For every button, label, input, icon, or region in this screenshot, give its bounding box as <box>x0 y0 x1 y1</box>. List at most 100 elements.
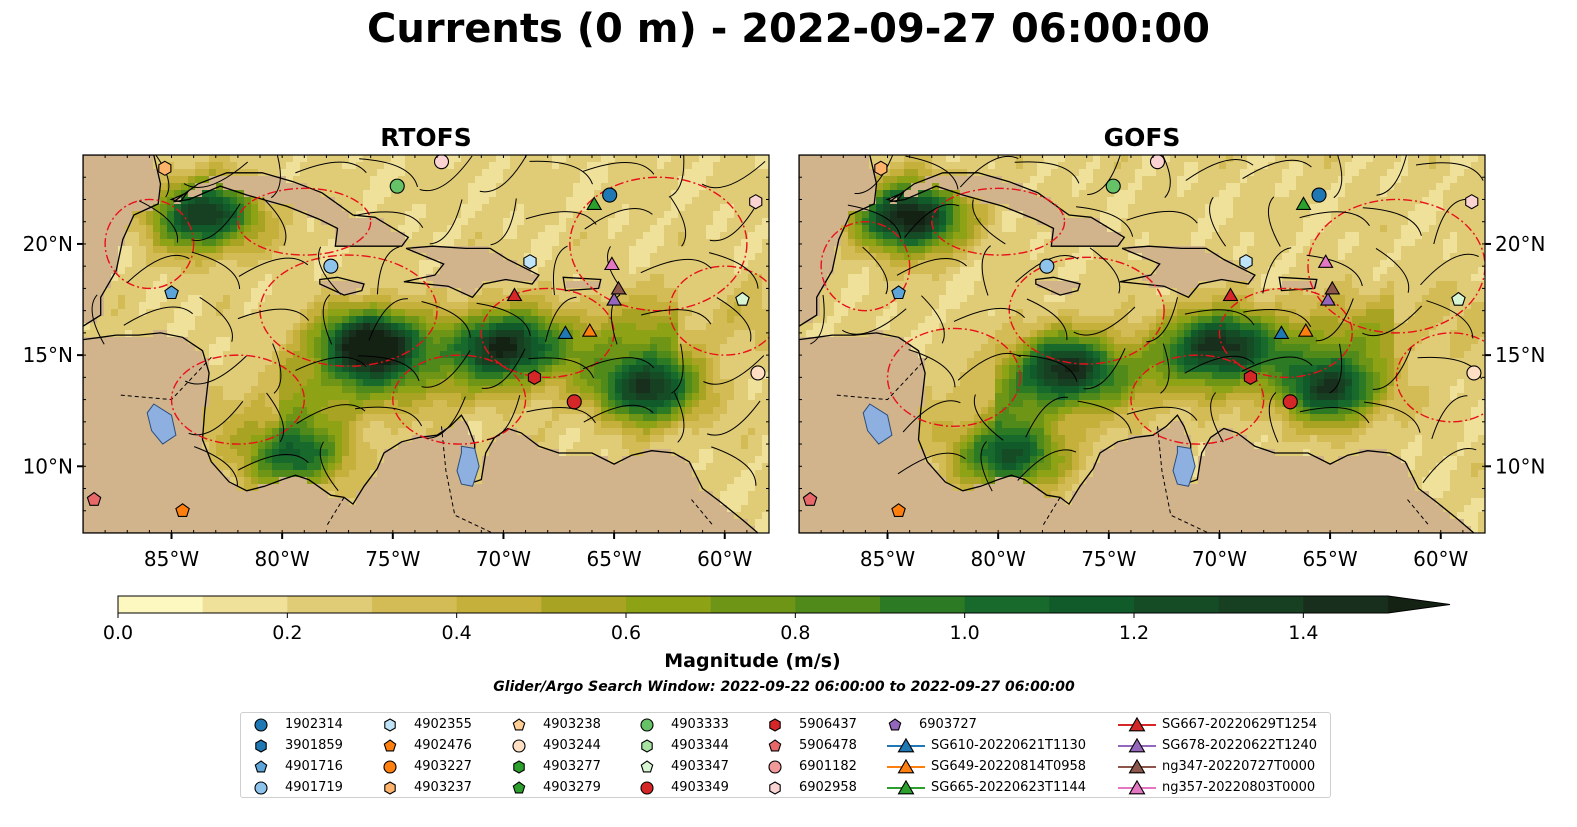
streamline <box>701 161 766 189</box>
streamline <box>1415 162 1484 181</box>
legend-marker <box>254 760 268 773</box>
streamline <box>322 294 333 345</box>
streamline <box>981 245 991 296</box>
streamline <box>1160 343 1170 394</box>
streamline <box>1241 356 1313 372</box>
legend-marker <box>384 781 396 795</box>
legend-label: 4902476 <box>414 738 472 753</box>
legend-marker <box>769 718 781 732</box>
legend-label: 4903237 <box>414 780 472 795</box>
platform-marker <box>606 291 623 306</box>
streamline <box>552 245 568 296</box>
legend-marker-icon <box>254 718 268 732</box>
legend-label: 3901859 <box>285 738 343 753</box>
streamline <box>1126 406 1198 421</box>
platform-marker <box>1239 254 1253 270</box>
legend-marker <box>897 737 915 753</box>
streamline <box>487 395 521 440</box>
coastline <box>83 332 759 533</box>
streamline <box>191 203 241 241</box>
legend-marker-icon <box>887 737 925 753</box>
legend-marker <box>512 739 526 753</box>
streamline <box>583 404 654 423</box>
platform-marker <box>1273 325 1290 339</box>
streamline <box>1210 392 1224 443</box>
lake <box>1172 445 1196 487</box>
streamline <box>1015 255 1079 283</box>
streamline <box>1375 247 1410 293</box>
streamline <box>426 396 466 439</box>
legend-label: 4901719 <box>285 780 343 795</box>
coastline <box>885 191 905 203</box>
streamline <box>1025 396 1069 438</box>
legend-marker <box>769 781 781 795</box>
gofs-eddy-contours <box>820 187 1485 445</box>
streamline <box>1376 155 1407 196</box>
coastline <box>173 172 410 247</box>
legend-label: 4903244 <box>543 738 601 753</box>
streamline <box>1184 309 1255 326</box>
streamline <box>188 400 244 436</box>
colorbar-tick-label: 0.8 <box>780 622 810 644</box>
legend-marker-icon <box>640 718 654 732</box>
platform-marker <box>1105 178 1121 194</box>
streamline <box>1372 347 1412 390</box>
legend-label: SG665-20220623T1144 <box>931 780 1087 795</box>
legend-marker-icon <box>640 781 654 795</box>
gofs-map-panel: 85°W 80°W 75°W 70°W 65°W 60°W 10°N 15°N 20°N GOF… <box>798 123 1545 571</box>
eddy-contour <box>104 198 195 290</box>
streamline <box>238 454 309 471</box>
legend-marker <box>255 739 267 753</box>
streamline <box>525 211 597 225</box>
rtofs-frame <box>82 154 770 534</box>
x-tick-label: 85°W <box>860 547 915 571</box>
eddy-contour <box>170 354 305 445</box>
platform-marker <box>527 369 542 386</box>
rtofs-eddy-contours <box>104 176 769 445</box>
platform-marker <box>610 280 627 295</box>
streamline <box>237 308 310 321</box>
streamline <box>155 155 170 198</box>
coastline <box>562 276 602 292</box>
streamline <box>1433 198 1466 245</box>
streamline <box>1083 348 1126 390</box>
x-tick-label: 80°W <box>255 547 310 571</box>
legend-marker <box>383 739 397 752</box>
colorbar-segment <box>287 596 373 613</box>
platform-marker <box>1149 155 1166 170</box>
legend-marker-icon <box>888 718 902 731</box>
platform-marker <box>891 285 906 300</box>
platform-marker <box>735 291 750 306</box>
legend-label: 5906437 <box>799 717 857 732</box>
streamline <box>908 349 956 388</box>
streamline <box>708 252 759 289</box>
legend-marker <box>1128 779 1146 795</box>
coastline <box>799 332 1475 533</box>
streamline <box>641 309 712 325</box>
streamline <box>1242 159 1312 180</box>
legend-marker-icon <box>640 760 654 773</box>
streamline <box>529 160 593 185</box>
legend-label: 4903333 <box>671 717 729 732</box>
platform-marker <box>86 491 102 506</box>
streamline <box>847 204 902 239</box>
legend-marker <box>513 760 525 774</box>
legend-label: 5906478 <box>799 738 857 753</box>
streamline <box>584 208 653 230</box>
colorbar-tick-label: 0.6 <box>611 622 641 644</box>
legend-marker-icon <box>512 718 526 731</box>
coastline <box>799 155 878 327</box>
platform-marker <box>1311 187 1327 203</box>
streamline <box>810 294 825 345</box>
streamline <box>973 394 1004 441</box>
eddy-contour <box>1008 256 1165 365</box>
streamline <box>716 297 752 342</box>
border <box>836 356 928 401</box>
rtofs-streamlines <box>91 155 766 492</box>
legend-marker-icon <box>1118 737 1156 753</box>
rtofs-platform-markers <box>86 155 766 517</box>
streamline <box>1026 298 1068 341</box>
colorbar-segment <box>202 596 288 613</box>
gofs-land <box>799 155 1475 533</box>
legend-label: 6901182 <box>799 759 857 774</box>
